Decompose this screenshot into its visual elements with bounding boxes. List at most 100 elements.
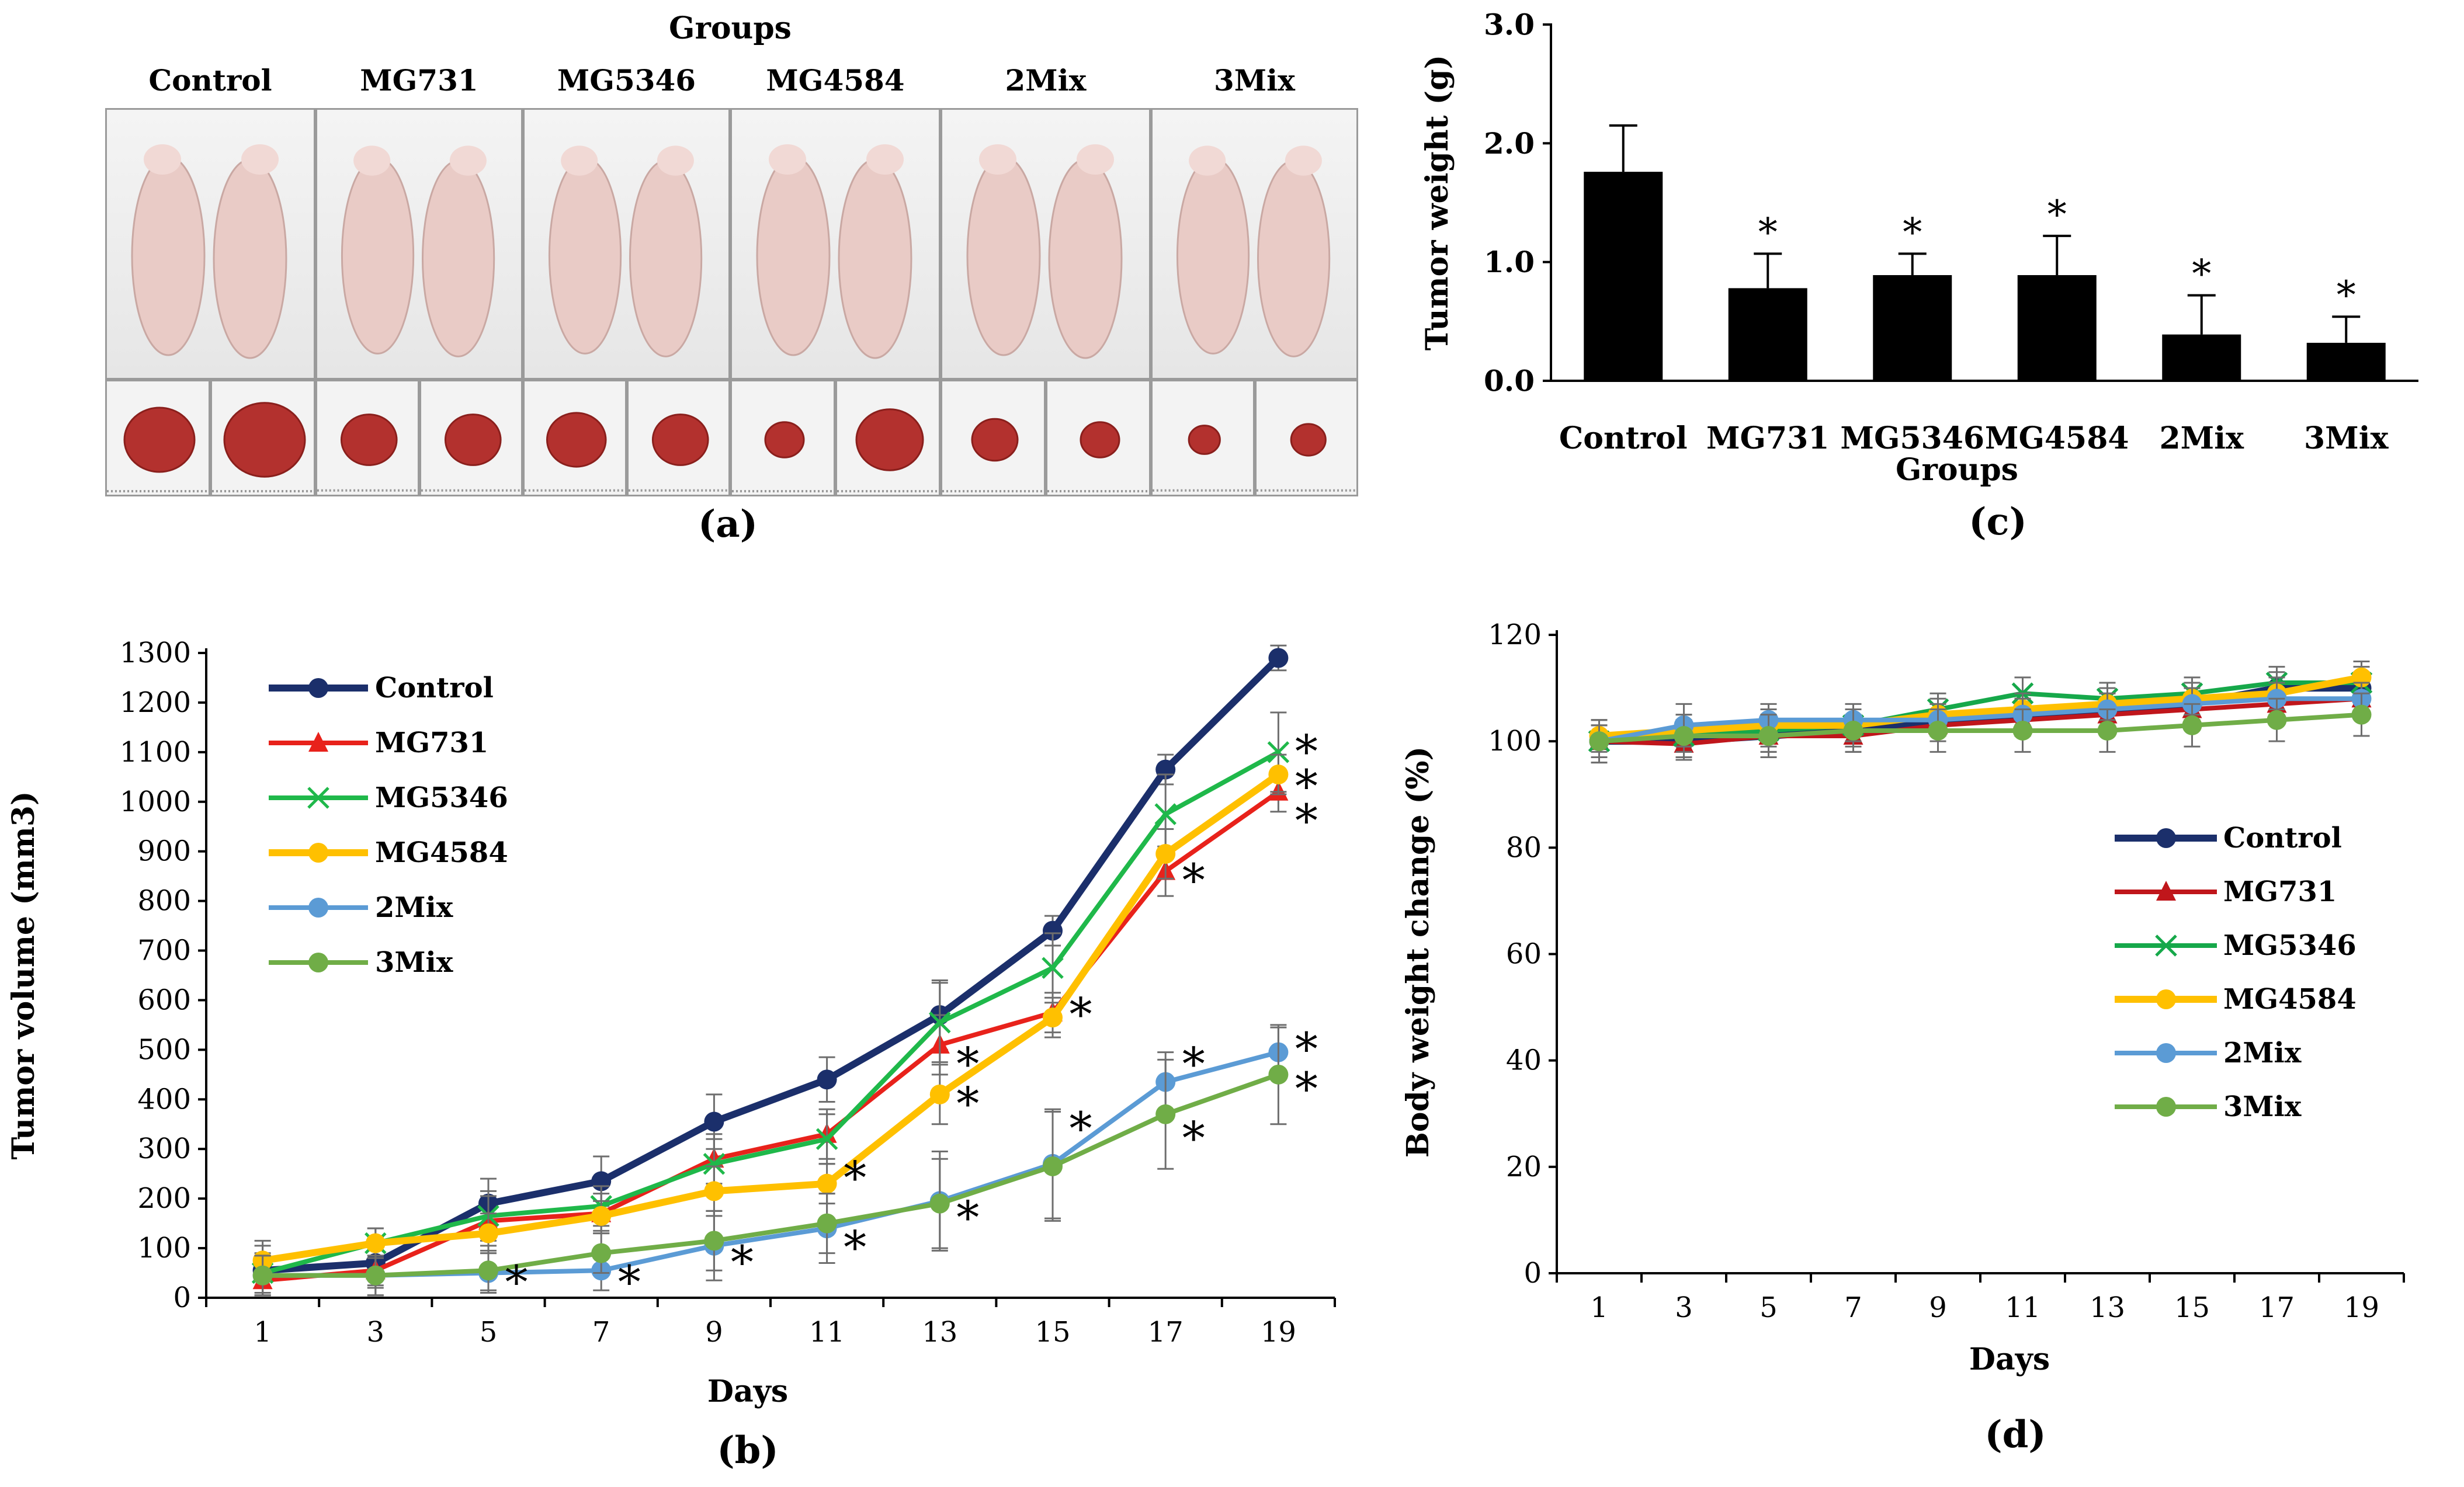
group-name-mg5346: MG5346 — [557, 63, 696, 98]
chart-d-data-point — [2351, 704, 2372, 725]
chart-c-bar — [1728, 288, 1807, 381]
chart-d-xtick-label: 19 — [2344, 1291, 2379, 1324]
chart-b-data-point — [817, 1069, 837, 1090]
chart-d-xtick-label: 9 — [1929, 1291, 1947, 1324]
chart-d-ytick-label: 120 — [1488, 619, 1542, 651]
chart-b-data-point — [1043, 1156, 1063, 1176]
chart-b-ytick-label: 800 — [137, 885, 191, 918]
chart-d-xtick-label: 5 — [1759, 1291, 1778, 1324]
mouse-photo-2mix — [941, 108, 1151, 380]
tumor-photo-2mix-1 — [941, 380, 1046, 496]
chart-c-significance-star: * — [2192, 252, 2211, 297]
chart-b-data-point-stroke-2 — [1267, 741, 1290, 763]
chart-d-data-point — [2267, 710, 2287, 730]
chart-b-significance-star: * — [1070, 1103, 1092, 1155]
chart-b-data-point — [929, 1193, 950, 1214]
chart-b-xtick-label: 15 — [1035, 1316, 1070, 1349]
group-name-mg4584: MG4584 — [766, 63, 905, 98]
chart-d-data-point — [1589, 731, 1609, 752]
mouse-photo-mg5346 — [523, 108, 730, 380]
chart-b-data-point — [478, 1223, 498, 1243]
tumor-photo-mg731-2 — [419, 380, 523, 496]
tumor-photo-mg5346-2 — [626, 380, 730, 496]
tumor-photo-3mix-2 — [1254, 380, 1358, 496]
chart-d-legend-label: MG5346 — [2223, 929, 2357, 962]
chart-b-ytick-label: 1000 — [120, 786, 191, 818]
chart-d-ytick-label: 80 — [1506, 831, 1542, 864]
chart-b-data-point — [1155, 1104, 1176, 1124]
chart-d-series-line — [1599, 673, 2362, 740]
chart-b-legend-label: 2Mix — [375, 891, 453, 924]
chart-b-xtick-label: 19 — [1261, 1316, 1296, 1349]
group-name-3mix: 3Mix — [1214, 63, 1295, 98]
tumor-photo-mg4584-2 — [835, 380, 941, 496]
chart-d-legend-label: 2Mix — [2223, 1037, 2302, 1069]
chart-b-ytick-label: 100 — [137, 1232, 191, 1264]
chart-b-legend-label: MG5346 — [375, 781, 508, 814]
chart-d-legend-label: MG4584 — [2223, 983, 2357, 1016]
chart-b-data-point — [817, 1173, 837, 1194]
chart-b-ytick-label: 600 — [137, 984, 191, 1016]
chart-b-significance-star: * — [505, 1257, 528, 1309]
chart-b-legend-marker-stroke-2 — [307, 787, 329, 809]
chart-d-series-line — [1599, 712, 2362, 744]
chart-c-bar — [2162, 334, 2241, 381]
chart-c-significance-star: * — [2337, 273, 2356, 318]
chart-d-data-point — [2012, 720, 2033, 741]
chart-b-ytick-label: 300 — [137, 1132, 191, 1165]
chart-d-ytick-label: 20 — [1506, 1151, 1542, 1183]
chart-d-data-point — [1928, 720, 1948, 741]
chart-d-data-point — [2097, 720, 2118, 741]
chart-d-xtick-label: 11 — [2005, 1291, 2040, 1324]
chart-d-series-3mix — [1589, 692, 2372, 764]
chart-d-ytick-label: 100 — [1488, 725, 1542, 758]
chart-b-xlabel: Days — [707, 1374, 788, 1409]
chart-d-xtick-label: 15 — [2174, 1291, 2210, 1324]
chart-b-series-mg4584 — [252, 753, 1289, 1281]
panel-label-a: (a) — [698, 502, 758, 546]
chart-b-data-point — [1043, 920, 1063, 941]
chart-b-ytick-label: 1300 — [120, 637, 191, 669]
group-name-mg731: MG731 — [360, 63, 478, 98]
chart-b-significance-star: * — [1182, 1113, 1205, 1165]
chart-b-significance-star: * — [844, 1222, 866, 1274]
chart-b-data-point-stroke-2 — [1154, 803, 1177, 825]
chart-b-ytick-label: 700 — [137, 934, 191, 967]
chart-c-category-label: Control — [1559, 421, 1688, 456]
chart-b-data-point — [704, 1111, 724, 1132]
chart-b-significance-star: * — [1070, 989, 1092, 1041]
chart-b-data-point — [478, 1260, 498, 1281]
chart-c-ytick-label: 2.0 — [1484, 126, 1535, 161]
chart-c-category-label: 2Mix — [2160, 421, 2244, 456]
tumor-photo-control-1 — [105, 380, 210, 496]
chart-b-legend-label: 3Mix — [375, 946, 453, 979]
chart-b-ytick-label: 1200 — [120, 686, 191, 719]
chart-b-significance-star: * — [1295, 1063, 1318, 1116]
chart-c-bar — [2306, 342, 2386, 381]
chart-b-xtick-label: 3 — [367, 1316, 385, 1349]
chart-d-data-point — [2182, 715, 2202, 735]
chart-b-ytick-label: 1100 — [120, 736, 191, 769]
chart-b-data-point-stroke-2 — [929, 1011, 951, 1034]
chart-b-data-point — [1267, 741, 1290, 763]
chart-b-series-3mix — [252, 1024, 1289, 1297]
chart-b-xtick-label: 13 — [922, 1316, 957, 1349]
chart-d-legend-marker — [2156, 1043, 2176, 1063]
mouse-photo-mg731 — [315, 108, 523, 380]
chart-b-ytick-label: 400 — [137, 1083, 191, 1116]
chart-b-data-point — [591, 1205, 612, 1226]
chart-c-bar — [2017, 275, 2097, 381]
chart-b-significance-star: * — [1295, 795, 1318, 848]
chart-d-ylabel: Body weight change (%) — [1400, 746, 1436, 1158]
chart-c-tumor-weight: 0.0 1.0 2.0 3.0 Control * MG731 * MG5346 * MG4584 *… — [1420, 8, 2418, 544]
chart-d-ytick-label: 40 — [1506, 1044, 1542, 1077]
chart-b-data-point — [704, 1231, 724, 1251]
chart-b-legend-marker — [308, 732, 328, 752]
chart-c-significance-star: * — [1758, 210, 1778, 255]
chart-c-xlabel: Groups — [1896, 452, 2018, 488]
chart-b-ytick-label: 200 — [137, 1182, 191, 1215]
chart-b-data-point-stroke-2 — [1042, 957, 1064, 979]
chart-b-legend-label: MG731 — [375, 727, 488, 759]
